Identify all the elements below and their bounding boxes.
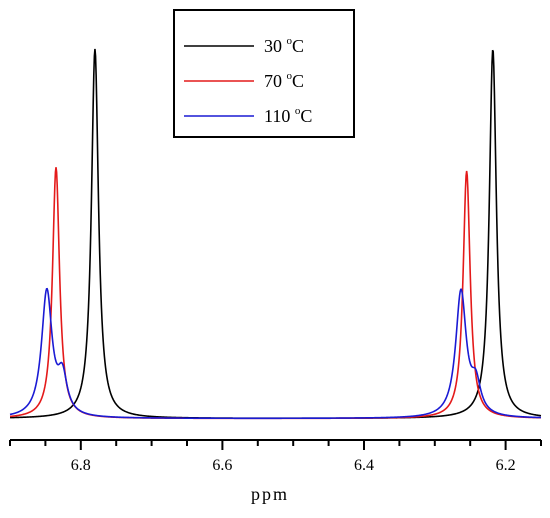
legend-label-70c: 70 oC xyxy=(264,70,304,91)
x-tick-label: 6.2 xyxy=(496,457,516,474)
x-axis-ticks: 6.8 6.6 6.4 6.2 xyxy=(9,440,542,474)
legend-label-110c: 110 oC xyxy=(264,105,312,126)
x-tick-label: 6.8 xyxy=(71,457,91,474)
x-tick-label: 6.4 xyxy=(354,457,374,474)
plot-lines xyxy=(9,48,542,420)
legend-label-30c: 30 oC xyxy=(264,35,304,56)
series-line-110c xyxy=(9,287,542,420)
x-tick-label: 6.6 xyxy=(212,457,232,474)
legend: 30 oC 70 oC 110 oC xyxy=(173,9,355,138)
x-axis-title: ppm xyxy=(251,484,289,504)
